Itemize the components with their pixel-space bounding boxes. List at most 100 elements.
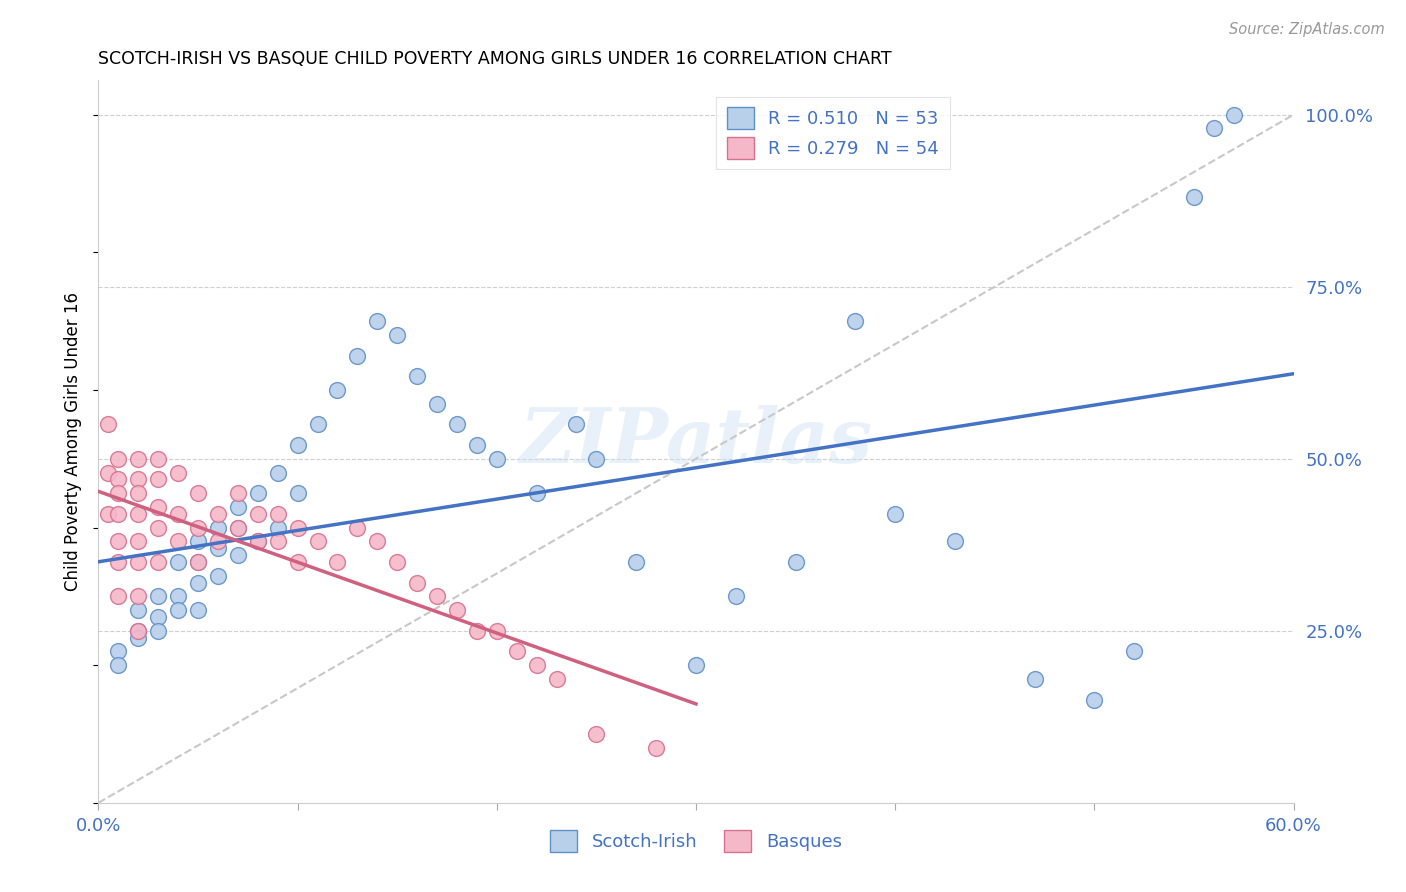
Point	[127, 603, 149, 617]
Point	[526, 486, 548, 500]
Point	[366, 534, 388, 549]
Point	[187, 520, 209, 534]
Point	[107, 507, 129, 521]
Y-axis label: Child Poverty Among Girls Under 16: Child Poverty Among Girls Under 16	[65, 292, 83, 591]
Text: SCOTCH-IRISH VS BASQUE CHILD POVERTY AMONG GIRLS UNDER 16 CORRELATION CHART: SCOTCH-IRISH VS BASQUE CHILD POVERTY AMO…	[98, 50, 891, 68]
Point	[884, 507, 907, 521]
Point	[1024, 672, 1046, 686]
Point	[167, 507, 190, 521]
Point	[167, 590, 190, 604]
Point	[406, 575, 429, 590]
Point	[446, 417, 468, 432]
Point	[287, 486, 309, 500]
Point	[148, 610, 170, 624]
Point	[127, 631, 149, 645]
Point	[645, 740, 668, 755]
Point	[385, 555, 409, 569]
Point	[127, 472, 149, 486]
Point	[1202, 121, 1225, 136]
Point	[267, 534, 290, 549]
Point	[844, 314, 866, 328]
Point	[148, 520, 170, 534]
Point	[107, 555, 129, 569]
Point	[97, 507, 120, 521]
Point	[246, 486, 269, 500]
Point	[187, 603, 209, 617]
Point	[287, 520, 309, 534]
Point	[446, 603, 468, 617]
Point	[127, 486, 149, 500]
Point	[226, 486, 249, 500]
Point	[326, 555, 349, 569]
Point	[107, 534, 129, 549]
Point	[226, 520, 249, 534]
Text: Source: ZipAtlas.com: Source: ZipAtlas.com	[1229, 22, 1385, 37]
Point	[426, 397, 449, 411]
Point	[187, 555, 209, 569]
Text: ZIPatlas: ZIPatlas	[519, 405, 873, 478]
Point	[148, 451, 170, 466]
Point	[465, 624, 488, 638]
Point	[127, 624, 149, 638]
Point	[207, 520, 229, 534]
Point	[97, 417, 120, 432]
Point	[107, 644, 129, 658]
Point	[97, 466, 120, 480]
Point	[626, 555, 648, 569]
Point	[167, 534, 190, 549]
Point	[287, 438, 309, 452]
Point	[287, 555, 309, 569]
Point	[167, 466, 190, 480]
Point	[127, 534, 149, 549]
Point	[246, 534, 269, 549]
Point	[465, 438, 488, 452]
Point	[107, 486, 129, 500]
Point	[585, 727, 607, 741]
Point	[207, 507, 229, 521]
Point	[187, 555, 209, 569]
Point	[226, 500, 249, 514]
Point	[546, 672, 568, 686]
Point	[943, 534, 966, 549]
Point	[1123, 644, 1146, 658]
Point	[267, 520, 290, 534]
Point	[307, 534, 329, 549]
Point	[107, 590, 129, 604]
Point	[167, 555, 190, 569]
Point	[267, 507, 290, 521]
Point	[246, 507, 269, 521]
Point	[565, 417, 588, 432]
Point	[187, 534, 209, 549]
Point	[107, 451, 129, 466]
Point	[346, 349, 368, 363]
Point	[1083, 692, 1105, 706]
Point	[148, 472, 170, 486]
Point	[267, 466, 290, 480]
Point	[426, 590, 449, 604]
Point	[207, 534, 229, 549]
Point	[724, 590, 747, 604]
Point	[526, 658, 548, 673]
Point	[366, 314, 388, 328]
Point	[127, 555, 149, 569]
Point	[506, 644, 529, 658]
Point	[148, 590, 170, 604]
Point	[167, 603, 190, 617]
Point	[785, 555, 807, 569]
Point	[307, 417, 329, 432]
Point	[326, 383, 349, 397]
Point	[685, 658, 707, 673]
Point	[226, 520, 249, 534]
Point	[485, 451, 508, 466]
Point	[485, 624, 508, 638]
Point	[187, 486, 209, 500]
Point	[127, 451, 149, 466]
Point	[585, 451, 607, 466]
Point	[127, 624, 149, 638]
Point	[148, 555, 170, 569]
Point	[107, 472, 129, 486]
Point	[246, 534, 269, 549]
Point	[107, 658, 129, 673]
Point	[226, 548, 249, 562]
Point	[385, 327, 409, 342]
